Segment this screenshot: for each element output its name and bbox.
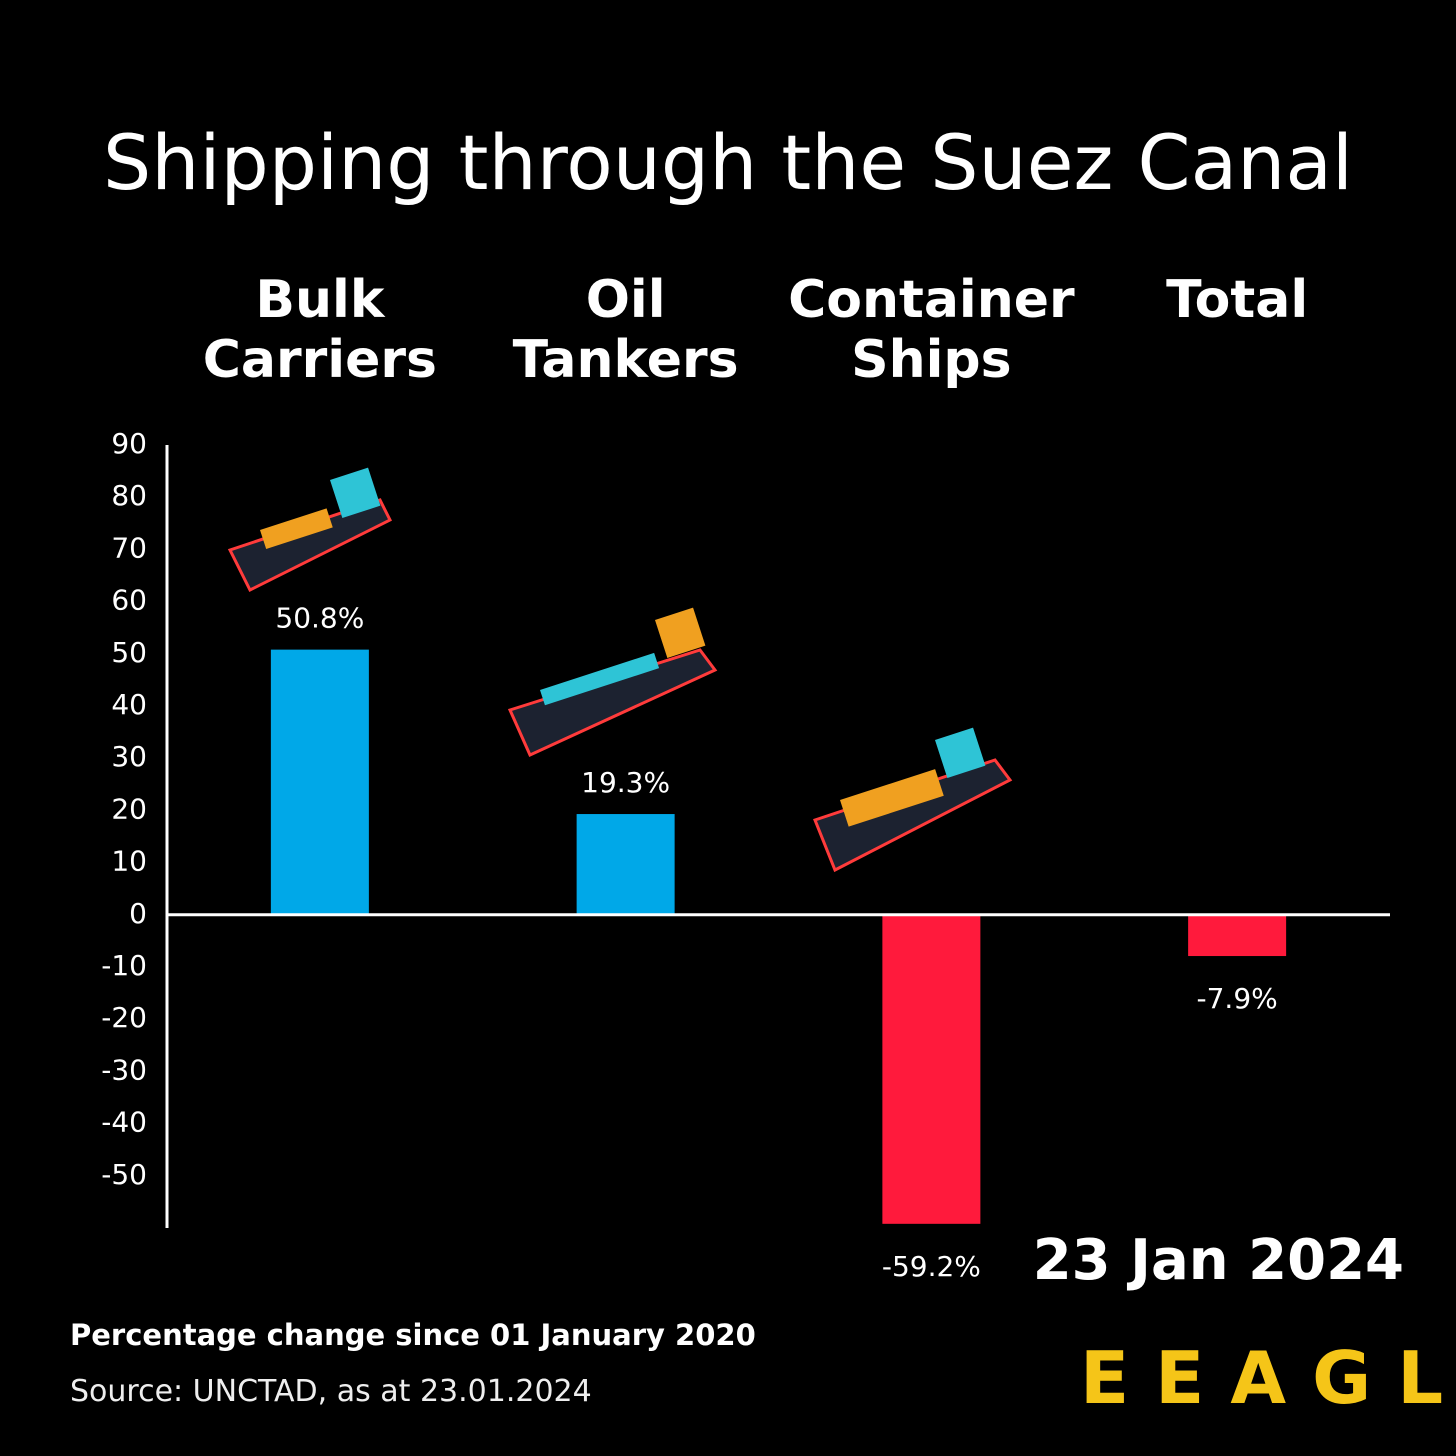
ship-illustration bbox=[227, 467, 393, 593]
y-tick-label: 40 bbox=[111, 688, 147, 721]
ship-illustration bbox=[813, 727, 1013, 873]
category-label: Total bbox=[1166, 270, 1309, 330]
y-tick-label: 20 bbox=[111, 792, 147, 825]
y-tick-label: 90 bbox=[111, 427, 147, 460]
y-tick-label: 60 bbox=[111, 584, 147, 617]
y-tick-label: 0 bbox=[129, 897, 147, 930]
y-tick-label: 30 bbox=[111, 740, 147, 773]
y-tick-label: -10 bbox=[101, 949, 147, 982]
value-label: 50.8% bbox=[275, 602, 364, 635]
source: Source: UNCTAD, as at 23.01.2024 bbox=[70, 1374, 592, 1409]
value-label: -59.2% bbox=[882, 1250, 981, 1283]
value-label: -7.9% bbox=[1197, 982, 1278, 1015]
logo: EEAGLI bbox=[1080, 1336, 1456, 1420]
subtitle: Percentage change since 01 January 2020 bbox=[70, 1318, 756, 1352]
value-label: 19.3% bbox=[581, 766, 670, 799]
y-tick-label: -40 bbox=[101, 1106, 147, 1139]
date: 23 Jan 2024 bbox=[1032, 1228, 1404, 1293]
y-tick-label: 80 bbox=[111, 479, 147, 512]
category-label: Bulk Carriers bbox=[202, 270, 437, 390]
category-label: Oil Tankers bbox=[512, 270, 739, 390]
y-tick-label: 70 bbox=[111, 531, 147, 564]
bar bbox=[270, 649, 369, 915]
bar bbox=[576, 814, 675, 915]
y-tick-label: -50 bbox=[101, 1158, 147, 1191]
y-tick-label: -30 bbox=[101, 1053, 147, 1086]
bar bbox=[1188, 914, 1287, 957]
category-label: Container Ships bbox=[788, 270, 1075, 390]
y-tick-label: 10 bbox=[111, 845, 147, 878]
chart-title: Shipping through the Suez Canal bbox=[102, 118, 1354, 207]
bar bbox=[882, 914, 981, 1224]
ship-illustration bbox=[507, 607, 718, 757]
y-tick-label: 50 bbox=[111, 636, 147, 669]
y-tick-label: -20 bbox=[101, 1001, 147, 1034]
